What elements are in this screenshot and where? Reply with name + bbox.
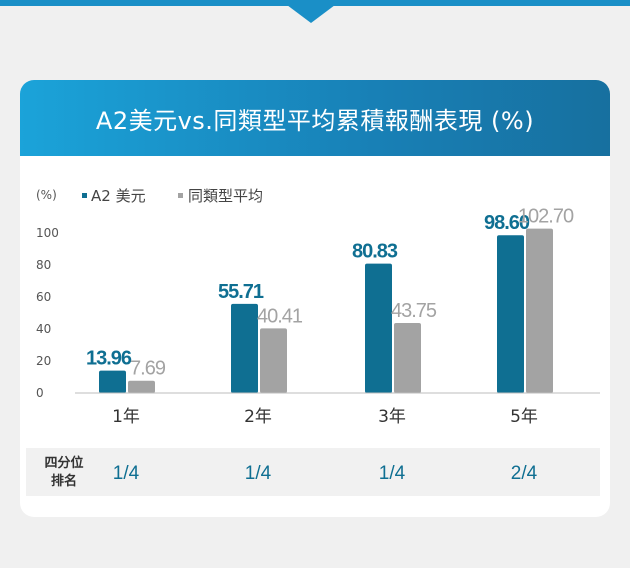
y-axis-ticks: 0 20 40 60 80 100 — [36, 226, 59, 400]
bar-a2 — [497, 235, 524, 393]
bar-a2 — [365, 263, 392, 393]
y-tick-label: 60 — [36, 290, 51, 304]
chart-title: A2美元vs.同類型平均累積報酬表現 (%) — [95, 106, 535, 135]
quartile-row — [26, 448, 600, 496]
x-tick-label: 5年 — [510, 407, 538, 427]
value-label-a2: 98.60 — [484, 212, 530, 234]
x-tick-label: 1年 — [112, 407, 140, 427]
bar-peer — [394, 323, 421, 393]
value-label-a2: 55.71 — [218, 281, 264, 303]
y-tick-label: 0 — [36, 386, 44, 400]
quartile-value: 1/4 — [113, 463, 140, 484]
bar-chart: (%) A2 美元 同類型平均 0 20 40 60 80 100 13.96 7.69 55… — [36, 187, 600, 489]
value-label-peer: 43.75 — [391, 300, 437, 322]
bar-peer — [128, 380, 155, 393]
value-label-peer: 40.41 — [257, 305, 303, 327]
legend-label-a2: A2 美元 — [91, 187, 146, 205]
chart-card: A2美元vs.同類型平均累積報酬表現 (%) (%) A2 美元 同類型平均 0… — [20, 80, 610, 517]
x-tick-label: 2年 — [244, 407, 272, 427]
quartile-value: 1/4 — [245, 463, 272, 484]
bar-a2 — [99, 370, 126, 393]
bar-peer — [260, 328, 287, 393]
bars-group — [99, 228, 553, 393]
top-notch-arrow — [287, 5, 335, 23]
value-label-peer: 102.70 — [518, 206, 574, 228]
y-tick-label: 80 — [36, 258, 51, 272]
legend-label-peer: 同類型平均 — [188, 187, 263, 205]
value-label-a2: 13.96 — [86, 348, 132, 370]
quartile-values: 1/4 1/4 1/4 2/4 — [113, 463, 538, 484]
value-label-a2: 80.83 — [352, 241, 398, 263]
y-tick-label: 100 — [36, 226, 59, 240]
unit-label: (%) — [36, 188, 57, 202]
bar-a2 — [231, 303, 258, 393]
x-axis-labels: 1年 2年 3年 5年 — [112, 407, 538, 427]
quartile-label-line2: 排名 — [51, 473, 77, 489]
quartile-value: 1/4 — [379, 463, 406, 484]
legend-swatch-peer — [178, 193, 183, 198]
card-header: A2美元vs.同類型平均累積報酬表現 (%) — [20, 80, 610, 156]
quartile-label-line1: 四分位 — [44, 455, 83, 471]
quartile-value: 2/4 — [511, 463, 538, 484]
y-tick-label: 20 — [36, 354, 51, 368]
value-label-peer: 7.69 — [130, 358, 166, 380]
y-tick-label: 40 — [36, 322, 51, 336]
bar-peer — [526, 228, 553, 393]
legend-swatch-a2 — [82, 193, 87, 198]
top-accent-bar — [0, 0, 630, 6]
x-tick-label: 3年 — [378, 407, 406, 427]
